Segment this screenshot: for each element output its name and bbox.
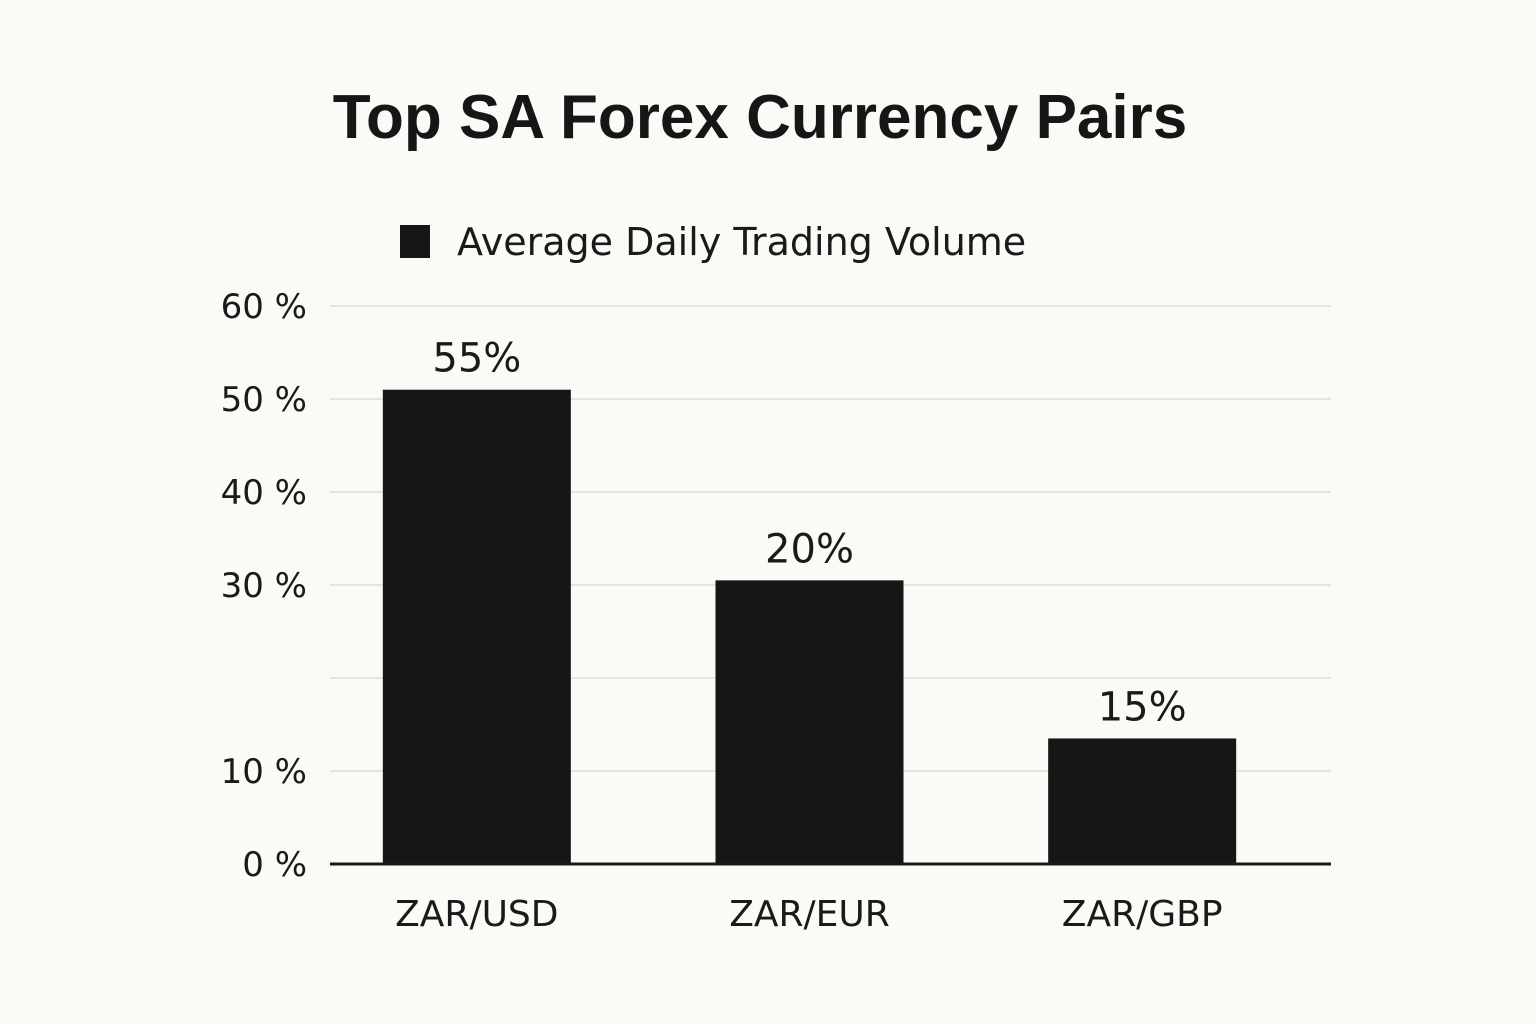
legend: Average Daily Trading Volume [400,220,1026,264]
bars [382,389,1237,864]
y-tick-label: 50 % [221,380,307,420]
bar [715,580,904,864]
y-axis-ticks: 0 % 10 % 30 % 40 % 50 % 60 % [221,287,307,885]
bar [382,389,571,864]
bar-value-label: 20% [765,526,854,572]
bar [1048,738,1237,864]
x-category-label: ZAR/GBP [1062,894,1223,935]
x-category-label: ZAR/EUR [729,894,890,935]
x-category-label: ZAR/USD [395,894,558,935]
y-tick-label: 0 % [242,845,307,885]
data-labels: 55% 20% 15% [432,336,1186,731]
legend-swatch [400,225,430,258]
bar-value-label: 15% [1098,684,1187,730]
legend-label: Average Daily Trading Volume [457,220,1026,264]
y-tick-label: 40 % [221,473,307,513]
bar-value-label: 55% [432,336,521,382]
y-tick-label: 60 % [221,287,307,327]
y-tick-label: 30 % [221,566,307,606]
y-tick-label: 10 % [221,752,307,792]
x-axis-categories: ZAR/USD ZAR/EUR ZAR/GBP [395,894,1222,935]
chart-title: Top SA Forex Currency Pairs [333,83,1187,152]
